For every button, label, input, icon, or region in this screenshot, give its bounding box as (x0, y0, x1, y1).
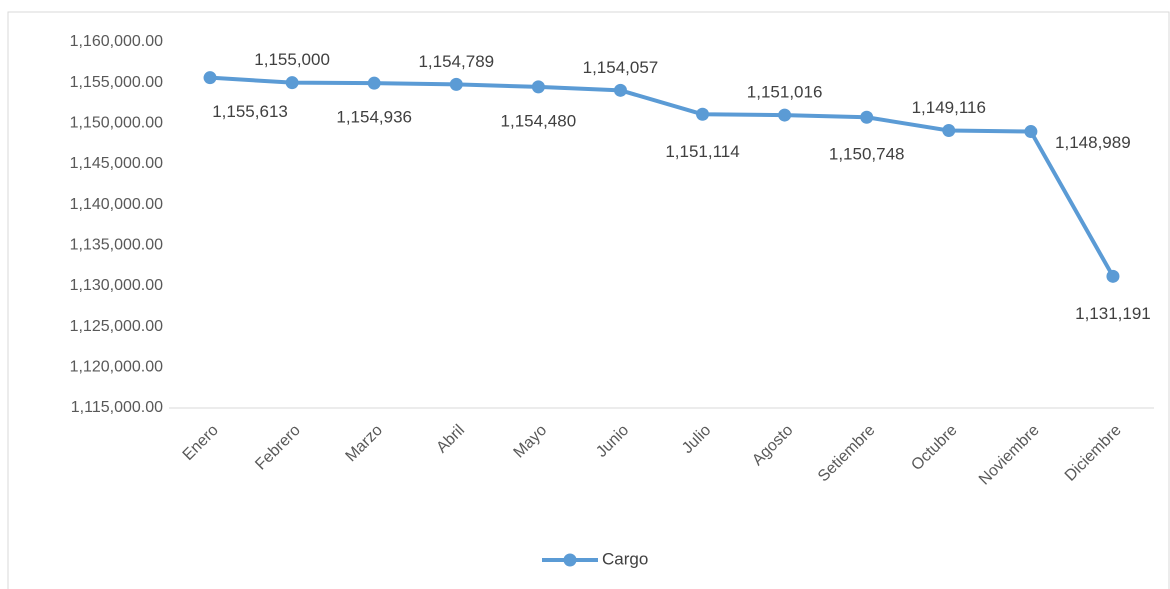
y-tick-label: 1,140,000.00 (70, 196, 164, 213)
series-line (209, 75, 1115, 278)
data-label: 1,154,936 (336, 108, 412, 127)
data-label: 1,149,116 (912, 98, 986, 117)
chart-frame (7, 11, 1170, 589)
legend-marker (563, 553, 577, 567)
point (942, 124, 956, 138)
legend-label: Cargo (602, 549, 648, 568)
point (778, 108, 792, 122)
data-label: 1,151,114 (665, 142, 739, 161)
point (449, 77, 463, 91)
y-tick-label: 1,145,000.00 (70, 155, 164, 172)
y-tick-label: 1,155,000.00 (70, 74, 164, 91)
point (860, 110, 874, 124)
data-label: 1,155,613 (212, 102, 288, 121)
data-label: 1,154,789 (418, 52, 494, 71)
point (531, 80, 545, 94)
y-tick-label: 1,115,000.00 (71, 399, 163, 416)
point (285, 76, 299, 90)
data-label: 1,155,000 (254, 50, 330, 69)
point (613, 83, 627, 97)
data-label: 1,154,480 (501, 111, 577, 130)
y-tick-label: 1,120,000.00 (70, 359, 164, 376)
y-tick-label: 1,135,000.00 (70, 237, 164, 254)
data-label: 1,154,057 (583, 58, 659, 77)
y-tick-label: 1,160,000.00 (70, 33, 164, 50)
data-label: 1,131,191 (1075, 304, 1151, 323)
data-label: 1,150,748 (829, 145, 905, 164)
point (1106, 269, 1120, 283)
data-label: 1,151,016 (747, 83, 823, 102)
data-label: 1,148,989 (1055, 133, 1131, 152)
y-tick-label: 1,150,000.00 (70, 115, 164, 132)
y-tick-label: 1,125,000.00 (70, 318, 164, 335)
point (203, 71, 217, 85)
y-tick-label: 1,130,000.00 (70, 277, 164, 294)
point (696, 107, 710, 121)
point (367, 76, 381, 90)
point (1024, 125, 1038, 139)
